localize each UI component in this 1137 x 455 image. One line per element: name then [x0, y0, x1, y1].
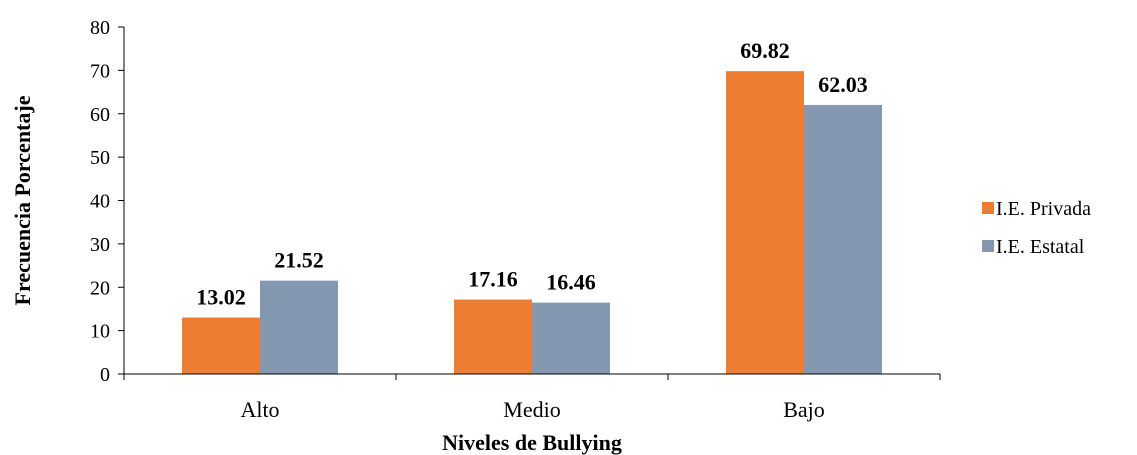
legend-label: I.E. Estatal	[996, 236, 1085, 258]
legend-label: I.E. Privada	[996, 198, 1091, 220]
y-tick-label: 0	[100, 364, 110, 386]
bar	[804, 104, 882, 374]
x-axis-ticks	[123, 374, 941, 380]
data-labels: 13.02 21.52 17.16 16.46 69.82 62.03	[196, 38, 868, 309]
bar	[182, 317, 260, 374]
bar	[454, 299, 532, 374]
y-tick-label: 40	[90, 191, 110, 213]
y-axis-ticks: 0 10 20 30 40 50 60 70 80	[90, 17, 124, 386]
data-label: 62.03	[818, 72, 868, 97]
category-labels: Alto Medio Bajo	[240, 397, 824, 422]
data-label: 17.16	[468, 267, 518, 292]
data-label: 69.82	[740, 38, 790, 63]
bar	[532, 302, 610, 374]
y-tick-label: 60	[90, 104, 110, 126]
legend-swatch	[982, 240, 994, 252]
y-tick-label: 70	[90, 60, 110, 82]
category-label: Alto	[240, 397, 279, 422]
data-label: 16.46	[546, 270, 596, 295]
legend: I.E. Privada I.E. Estatal	[982, 198, 1091, 258]
category-label: Medio	[503, 397, 560, 422]
bars	[182, 71, 882, 374]
x-axis-title: Niveles de Bullying	[442, 430, 622, 455]
data-label: 21.52	[274, 248, 324, 273]
bar	[260, 280, 338, 374]
y-tick-label: 10	[90, 321, 110, 343]
y-tick-label: 20	[90, 277, 110, 299]
legend-swatch	[982, 202, 994, 214]
y-axis-title: Frecuencia Porcentaje	[10, 95, 35, 305]
category-label: Bajo	[783, 397, 825, 422]
data-label: 13.02	[196, 285, 246, 310]
y-tick-label: 80	[90, 17, 110, 39]
bar	[726, 71, 804, 374]
y-tick-label: 50	[90, 147, 110, 169]
y-tick-label: 30	[90, 234, 110, 256]
